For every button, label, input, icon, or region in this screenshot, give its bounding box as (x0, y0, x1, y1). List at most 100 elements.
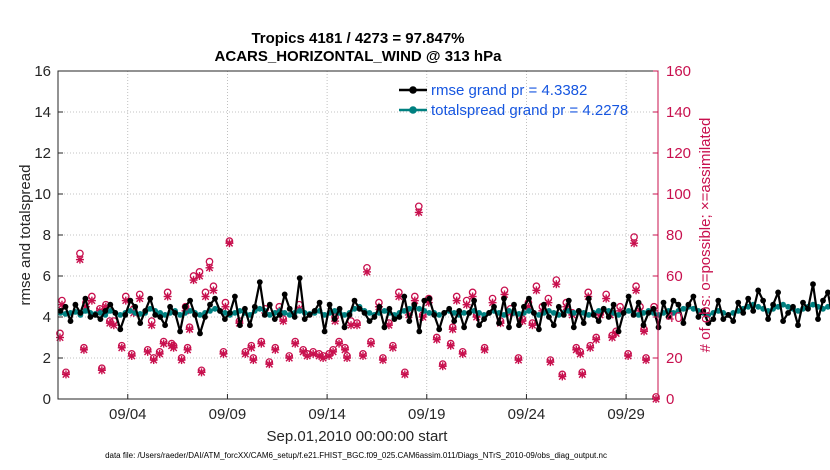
rmse-point (97, 316, 104, 322)
totalspread-point (526, 308, 532, 314)
rmse-point (421, 297, 428, 304)
rmse-point (610, 301, 617, 308)
y-tick-label-right: 100 (666, 186, 691, 203)
totalspread-point (256, 305, 263, 312)
rmse-point (620, 310, 627, 316)
totalspread-point (321, 312, 328, 318)
obs-assimilated-marker (291, 339, 300, 348)
rmse-point (770, 301, 776, 308)
rmse-point (471, 297, 477, 304)
obs-assimilated-marker (446, 341, 455, 350)
obs-assimilated-marker (343, 354, 352, 362)
rmse-point (565, 297, 572, 304)
rmse-point (416, 328, 423, 335)
rmse-point (212, 295, 218, 302)
rmse-point (261, 312, 268, 318)
rmse-point (247, 322, 253, 329)
rmse-point (725, 312, 732, 318)
rmse-point (536, 326, 542, 333)
obs-assimilated-marker (97, 366, 106, 375)
rmse-point (117, 326, 124, 333)
rmse-point (715, 297, 722, 304)
rmse-point (555, 303, 562, 310)
totalspread-point (755, 303, 762, 310)
totalspread-point (810, 301, 816, 308)
rmse-point (635, 299, 642, 306)
rmse-point (87, 314, 94, 320)
obs-assimilated-marker (353, 321, 362, 330)
legend: rmse grand pr = 4.3382 totalspread grand… (399, 82, 628, 119)
rmse-point (665, 314, 672, 320)
obs-assimilated-marker (329, 347, 338, 356)
totalspread-point (795, 308, 801, 314)
obs-assimilated-marker (335, 339, 344, 348)
rmse-point (177, 328, 184, 335)
rmse-point (82, 295, 89, 302)
rmse-point (481, 316, 487, 322)
obs-assimilated-marker (341, 345, 350, 354)
rmse-point (426, 295, 433, 302)
rmse-point (396, 314, 403, 320)
totalspread-point (82, 308, 89, 314)
totalspread-point (266, 312, 273, 318)
obs-assimilated-marker (75, 255, 84, 264)
rmse-point (650, 305, 657, 312)
obs-assimilated-marker (642, 356, 651, 365)
totalspread-point (157, 310, 164, 316)
obs-assimilated-marker (624, 351, 633, 360)
rmse-point (127, 297, 134, 304)
obs-assimilated-marker (147, 321, 156, 330)
obs-assimilated-marker (155, 349, 164, 358)
y-tick-label-left: 12 (34, 145, 51, 162)
rmse-point (386, 305, 393, 312)
totalspread-point (97, 310, 104, 316)
rmse-point (795, 322, 801, 329)
y-tick-label-right: 120 (666, 145, 691, 162)
rmse-point (506, 324, 512, 331)
y-tick-labels-right: 0 20 40 60 80 100 120 140 160 (653, 63, 691, 408)
obs-assimilated-marker (640, 327, 649, 336)
rmse-point (366, 318, 373, 324)
rmse-point (341, 324, 348, 331)
totalspread-point (117, 312, 124, 318)
rmse-point (446, 305, 453, 312)
totalspread-point (212, 305, 218, 312)
rmse-point (381, 324, 388, 331)
obs-assimilated-marker (546, 358, 555, 367)
obs-assimilated-marker (265, 360, 274, 369)
rmse-point (790, 303, 796, 310)
rmse-point (72, 301, 79, 308)
obs-assimilated-marker (219, 349, 228, 358)
rmse-point (266, 301, 273, 308)
rmse-series (57, 275, 830, 337)
rmse-point (256, 279, 263, 285)
obs-assimilated-marker (257, 339, 266, 348)
rmse-point (700, 308, 707, 314)
obs-assimilated-marker (358, 351, 367, 360)
totalspread-point (501, 312, 507, 318)
obs-assimilated-marker (163, 292, 172, 301)
rmse-point (371, 314, 378, 320)
totalspread-point (127, 308, 134, 314)
obs-assimilated-marker (285, 354, 294, 362)
rmse-point (740, 310, 747, 316)
obs-assimilated-marker (438, 362, 447, 371)
totalspread-point (690, 305, 697, 312)
obs-assimilated-marker (241, 349, 250, 358)
obs-assimilated-marker (109, 321, 118, 330)
rmse-point (207, 301, 213, 308)
obs-assimilated-marker (400, 370, 409, 379)
obs-assimilated-marker (87, 296, 96, 305)
totalspread-point (615, 312, 622, 318)
rmse-point (132, 303, 139, 310)
x-tick-label: 09/29 (607, 406, 645, 423)
totalspread-point (286, 312, 293, 318)
y-tick-label-left: 6 (43, 268, 51, 285)
chart-subtitle: ACARS_HORIZONTAL_WIND @ 313 hPa (215, 48, 503, 65)
y-tick-label-left: 8 (43, 227, 51, 244)
rmse-point (311, 308, 318, 314)
rmse-point (720, 316, 727, 322)
rmse-point (147, 295, 154, 302)
y-tick-label-left: 16 (34, 63, 51, 80)
y-tick-label-left: 10 (34, 186, 51, 203)
